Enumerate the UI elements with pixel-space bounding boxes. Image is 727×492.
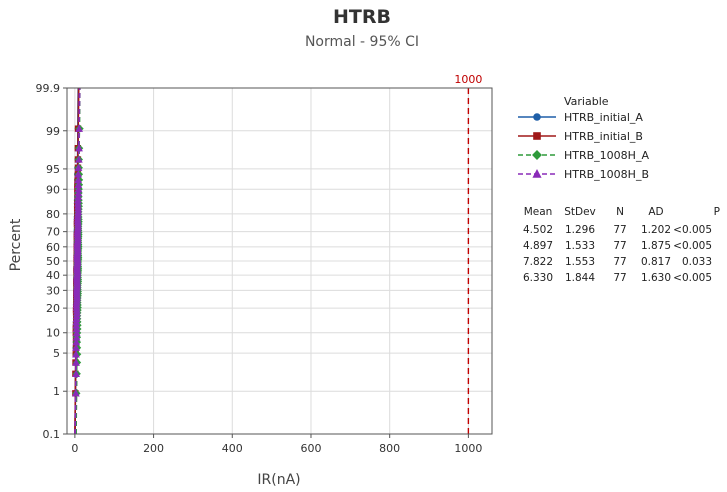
stats-header: AD [648,206,663,218]
stats-cell: 77 [613,256,626,268]
stats-table: Mean StDev N AD P4.502 1.296 77 1.202 <0.0054.89… [523,206,720,284]
stats-cell: 1.533 [565,240,595,252]
grid [67,87,492,435]
chart-title: HTRB [333,6,391,28]
data-point [75,124,83,132]
legend-entry: HTRB_1008H_A [564,149,649,162]
data-point [72,333,81,341]
data-point [72,343,80,351]
legend-marker [532,169,542,178]
x-tick-label: 400 [222,442,243,455]
legend-title: Variable [564,95,609,108]
y-tick-label: 90 [46,183,60,196]
stats-cell: 77 [613,224,626,236]
stats-cell: 4.502 [523,224,553,236]
x-axis-label: IR(nA) [257,472,300,488]
stats-cell: <0.005 [673,240,712,252]
y-tick-label: 95 [46,163,60,176]
data-point [72,358,80,366]
data-point [74,180,83,188]
stats-cell: 1.296 [565,224,595,236]
data-point [74,188,83,197]
x-tick-label: 0 [71,442,78,455]
stats-header: P [714,206,720,218]
y-tick-label: 40 [46,269,60,282]
y-tick-label: 0.1 [43,428,61,441]
stats-cell: 77 [613,272,626,284]
series-HTRB_1008H_B [72,87,83,435]
data-point [72,328,81,337]
data-point [72,369,80,377]
y-tick-label: 60 [46,241,60,254]
chart-subtitle: Normal - 95% CI [305,34,419,50]
stats-cell: 1.630 [641,272,671,284]
legend-marker [533,113,541,121]
legend-marker [533,132,541,140]
data-point [75,155,83,163]
stats-cell: 7.822 [523,256,553,268]
stats-cell: 4.897 [523,240,553,252]
reference-line-group: 1000 [454,73,482,434]
legend-entry: HTRB_initial_B [564,130,643,143]
data-point [74,175,83,184]
stats-cell: 1.875 [641,240,671,252]
y-tick-label: 80 [46,208,60,221]
data-point [74,163,83,171]
y-axis-label: Percent [8,218,24,271]
y-tick-label: 99 [46,125,60,138]
data-point [74,184,83,193]
stats-cell: 1.553 [565,256,595,268]
stats-cell: 0.033 [682,256,712,268]
series-group [72,87,84,435]
legend-entry: HTRB_initial_A [564,111,643,124]
stats-cell: 1.844 [565,272,595,284]
y-tick-label: 10 [46,327,60,340]
y-tick-label: 5 [53,347,60,360]
y-tick-label: 1 [53,385,60,398]
stats-cell: 0.817 [641,256,671,268]
stats-cell: <0.005 [673,272,712,284]
stats-cell: 6.330 [523,272,553,284]
y-tick-label: 30 [46,284,60,297]
reference-line-label: 1000 [454,73,482,86]
data-point [72,337,81,346]
stats-header: StDev [564,206,596,218]
data-point [75,144,83,152]
x-tick-label: 1000 [454,442,482,455]
y-tick-label: 50 [46,255,60,268]
legend-marker [532,150,542,160]
stats-cell: 1.202 [641,224,671,236]
data-point [72,350,80,358]
stats-cell: 77 [613,240,626,252]
stats-cell: <0.005 [673,224,712,236]
x-tick-label: 200 [143,442,164,455]
y-tick-label: 70 [46,226,60,239]
stats-header: Mean [524,206,553,218]
legend-entry: HTRB_1008H_B [564,168,649,181]
data-point [74,170,83,178]
x-tick-label: 800 [379,442,400,455]
x-tick-label: 600 [300,442,321,455]
y-tick-label: 20 [46,302,60,315]
data-point [72,389,80,397]
stats-header: N [616,206,624,218]
y-tick-label: 99.9 [36,82,61,95]
legend: Variable HTRB_initial_A HTRB_initial_B HTR… [518,95,649,181]
